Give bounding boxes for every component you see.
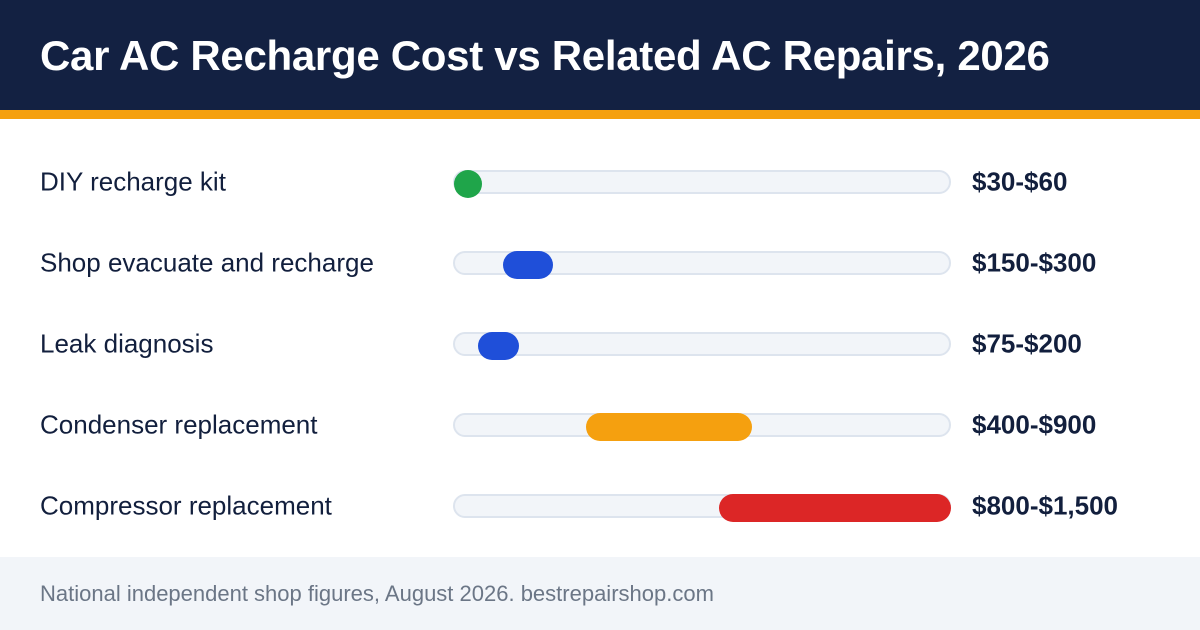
value-label: $30-$60 bbox=[972, 166, 1068, 197]
category-label: Shop evacuate and recharge bbox=[40, 247, 374, 278]
value-label: $150-$300 bbox=[972, 247, 1097, 278]
category-label: Compressor replacement bbox=[40, 490, 332, 521]
range-chart: DIY recharge kit $30-$60 Shop evacuate and… bbox=[0, 119, 1200, 557]
value-label: $400-$900 bbox=[972, 409, 1097, 440]
range-track bbox=[453, 251, 951, 279]
range-bar bbox=[718, 494, 951, 522]
chart-row: Leak diagnosis $75-$200 bbox=[0, 314, 1200, 374]
range-track bbox=[453, 332, 951, 360]
range-bar bbox=[477, 332, 520, 360]
range-track bbox=[453, 494, 951, 522]
range-track bbox=[453, 413, 951, 441]
chart-row: DIY recharge kit $30-$60 bbox=[0, 152, 1200, 212]
category-label: DIY recharge kit bbox=[40, 166, 226, 197]
chart-row: Condenser replacement $400-$900 bbox=[0, 395, 1200, 455]
value-label: $75-$200 bbox=[972, 328, 1082, 359]
accent-divider bbox=[0, 110, 1200, 119]
category-label: Condenser replacement bbox=[40, 409, 318, 440]
footer: National independent shop figures, Augus… bbox=[0, 557, 1200, 630]
category-label: Leak diagnosis bbox=[40, 328, 214, 359]
source-note: National independent shop figures, Augus… bbox=[40, 580, 714, 606]
chart-row: Shop evacuate and recharge $150-$300 bbox=[0, 233, 1200, 293]
chart-row: Compressor replacement $800-$1,500 bbox=[0, 476, 1200, 536]
range-bar bbox=[502, 251, 553, 279]
header-banner: Car AC Recharge Cost vs Related AC Repai… bbox=[0, 0, 1200, 110]
value-label: $800-$1,500 bbox=[972, 490, 1119, 521]
range-bar bbox=[453, 170, 482, 198]
range-bar bbox=[585, 413, 752, 441]
range-track bbox=[453, 170, 951, 198]
chart-title: Car AC Recharge Cost vs Related AC Repai… bbox=[40, 32, 1050, 79]
